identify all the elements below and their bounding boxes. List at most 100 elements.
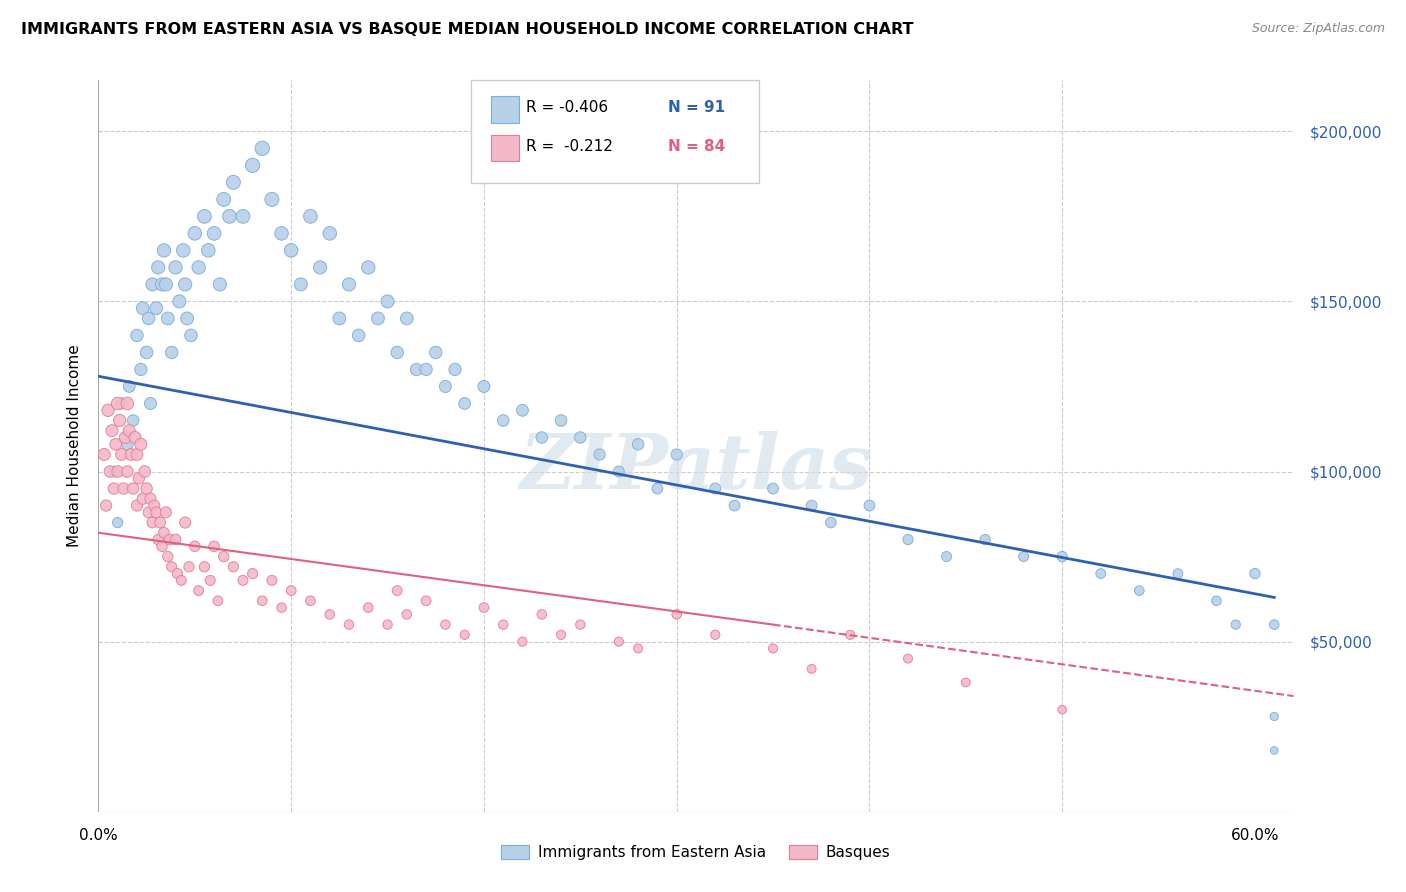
Point bbox=[453, 628, 475, 642]
Point bbox=[1263, 743, 1285, 757]
Point bbox=[627, 437, 650, 451]
Point bbox=[149, 516, 172, 530]
Point bbox=[139, 396, 162, 410]
Point bbox=[858, 499, 880, 513]
Point bbox=[367, 311, 389, 326]
Point bbox=[124, 430, 146, 444]
Point bbox=[155, 277, 177, 292]
Text: Source: ZipAtlas.com: Source: ZipAtlas.com bbox=[1251, 22, 1385, 36]
Point bbox=[110, 396, 132, 410]
Point bbox=[177, 559, 200, 574]
Point bbox=[319, 227, 342, 241]
Point bbox=[512, 403, 534, 417]
Point bbox=[125, 499, 148, 513]
Point bbox=[107, 516, 129, 530]
Point bbox=[415, 594, 437, 608]
Point bbox=[122, 482, 145, 496]
Point bbox=[150, 540, 173, 554]
Point bbox=[270, 600, 292, 615]
Point bbox=[260, 192, 283, 206]
Point bbox=[174, 277, 197, 292]
Point bbox=[385, 583, 409, 598]
Point bbox=[212, 192, 235, 206]
Point bbox=[530, 430, 553, 444]
Point bbox=[550, 628, 572, 642]
Point bbox=[193, 559, 215, 574]
Point bbox=[150, 277, 173, 292]
Point bbox=[165, 533, 187, 547]
Point bbox=[607, 465, 630, 479]
Point bbox=[395, 311, 418, 326]
Point bbox=[132, 301, 155, 316]
Point bbox=[800, 662, 823, 676]
Point bbox=[627, 641, 650, 656]
Point bbox=[135, 345, 157, 359]
Point bbox=[212, 549, 235, 564]
Point bbox=[103, 482, 125, 496]
Point bbox=[107, 396, 129, 410]
Point bbox=[405, 362, 427, 376]
Point bbox=[176, 311, 198, 326]
Point bbox=[94, 499, 117, 513]
Point bbox=[222, 175, 245, 189]
Point bbox=[117, 437, 139, 451]
Point bbox=[974, 533, 997, 547]
Point bbox=[512, 634, 534, 648]
Point bbox=[145, 505, 167, 519]
Point bbox=[132, 491, 155, 506]
Point bbox=[208, 277, 231, 292]
Point bbox=[128, 471, 150, 485]
Point bbox=[193, 210, 215, 224]
Point bbox=[155, 505, 177, 519]
Point bbox=[319, 607, 342, 622]
Point bbox=[232, 574, 254, 588]
Legend: Immigrants from Eastern Asia, Basques: Immigrants from Eastern Asia, Basques bbox=[495, 838, 897, 866]
Point bbox=[762, 641, 785, 656]
Point bbox=[207, 594, 229, 608]
Point bbox=[145, 301, 167, 316]
Point bbox=[153, 244, 176, 258]
Point bbox=[415, 362, 437, 376]
Point bbox=[112, 482, 135, 496]
Point bbox=[138, 311, 160, 326]
Point bbox=[337, 277, 360, 292]
Point bbox=[165, 260, 187, 275]
Point bbox=[385, 345, 409, 359]
Point bbox=[166, 566, 188, 581]
Point bbox=[156, 549, 179, 564]
Point bbox=[530, 607, 553, 622]
Point bbox=[202, 227, 225, 241]
Point bbox=[839, 628, 862, 642]
Point bbox=[202, 540, 225, 554]
Point bbox=[357, 600, 380, 615]
Point bbox=[252, 594, 274, 608]
Point bbox=[260, 574, 283, 588]
Point bbox=[444, 362, 467, 376]
Point bbox=[104, 437, 127, 451]
Point bbox=[197, 244, 219, 258]
Point bbox=[125, 448, 148, 462]
Text: R = -0.406: R = -0.406 bbox=[526, 101, 607, 115]
Point bbox=[141, 516, 163, 530]
Point bbox=[1012, 549, 1035, 564]
Point bbox=[170, 574, 193, 588]
Point bbox=[1263, 617, 1285, 632]
Point bbox=[148, 533, 170, 547]
Point bbox=[377, 617, 399, 632]
Point bbox=[117, 465, 139, 479]
Point bbox=[93, 448, 115, 462]
Point bbox=[955, 675, 977, 690]
Point bbox=[1225, 617, 1247, 632]
Point bbox=[897, 533, 920, 547]
Point bbox=[134, 465, 156, 479]
Point bbox=[159, 533, 181, 547]
Point bbox=[103, 465, 125, 479]
Point bbox=[97, 403, 120, 417]
Point bbox=[1205, 594, 1227, 608]
Point bbox=[328, 311, 350, 326]
Point bbox=[169, 294, 191, 309]
Text: N = 91: N = 91 bbox=[668, 101, 725, 115]
Point bbox=[665, 607, 688, 622]
Point bbox=[218, 210, 240, 224]
Point bbox=[156, 311, 179, 326]
